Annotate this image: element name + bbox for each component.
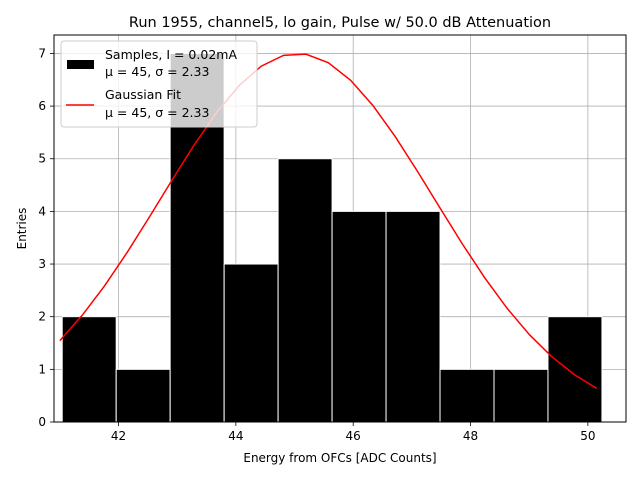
histogram-bar-2 xyxy=(115,368,171,423)
x-tick-label: 50 xyxy=(580,429,595,443)
legend-swatch-histogram xyxy=(67,60,94,69)
histogram-bar-7 xyxy=(385,210,441,423)
y-tick-label: 6 xyxy=(38,99,46,113)
y-axis-ticks: 0 1 2 3 4 5 6 7 xyxy=(38,46,54,429)
y-tick-label: 5 xyxy=(38,152,46,166)
x-axis-label: Energy from OFCs [ADC Counts] xyxy=(243,451,436,465)
gaussian-fit-line xyxy=(59,53,598,390)
histogram-bar-5 xyxy=(277,158,333,423)
y-tick-label: 2 xyxy=(38,310,46,324)
y-axis-label: Entries xyxy=(15,208,29,250)
histogram-bar-4 xyxy=(223,263,279,423)
legend-label-samples: Samples, I = 0.02mA xyxy=(105,47,237,62)
legend-box xyxy=(60,40,258,128)
histogram-bar-10 xyxy=(547,316,603,423)
y-tick-label: 0 xyxy=(38,415,46,429)
histogram-bar-6 xyxy=(331,210,387,423)
histogram-bar-1 xyxy=(61,316,117,423)
chart-title: Run 1955, channel5, lo gain, Pulse w/ 50… xyxy=(129,15,551,31)
x-tick-label: 42 xyxy=(111,429,126,443)
gaussian-fit xyxy=(59,53,598,390)
x-axis-ticks: 42 44 46 48 50 xyxy=(111,422,596,443)
histogram-bar-9 xyxy=(493,368,549,423)
x-tick-label: 48 xyxy=(463,429,478,443)
y-tick-label: 1 xyxy=(38,362,46,376)
y-tick-label: 7 xyxy=(38,46,46,60)
x-tick-label: 46 xyxy=(346,429,361,443)
plot-frame xyxy=(53,34,627,423)
histogram-bars xyxy=(61,52,603,423)
y-tick-label: 4 xyxy=(38,204,46,218)
y-tick-label: 3 xyxy=(38,257,46,271)
x-tick-label: 44 xyxy=(228,429,243,443)
legend: Samples, I = 0.02mA μ = 45, σ = 2.33 Gau… xyxy=(60,40,258,128)
legend-stats-fit: μ = 45, σ = 2.33 xyxy=(105,105,209,120)
legend-label-fit: Gaussian Fit xyxy=(105,87,181,102)
histogram-bar-8 xyxy=(439,368,495,423)
legend-stats-samples: μ = 45, σ = 2.33 xyxy=(105,64,209,79)
